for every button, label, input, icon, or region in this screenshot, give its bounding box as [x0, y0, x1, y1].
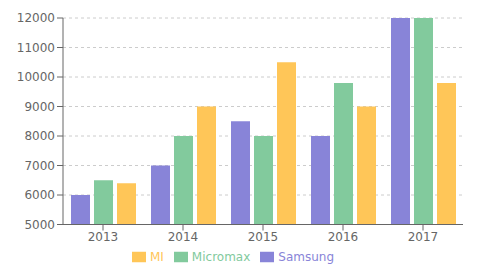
svg-text:5000: 5000	[24, 218, 55, 232]
svg-text:7000: 7000	[24, 159, 55, 173]
svg-text:12000: 12000	[17, 11, 55, 25]
svg-text:2016: 2016	[328, 230, 359, 244]
svg-text:2013: 2013	[88, 230, 119, 244]
html-text:Micromax: Micromax	[191, 249, 251, 264]
svg-text:2015: 2015	[248, 230, 279, 244]
svg-text:2017: 2017	[408, 230, 439, 244]
svg-text:10000: 10000	[17, 70, 55, 84]
svg-text:11000: 11000	[17, 41, 55, 55]
html-text:MI: MI	[149, 249, 164, 264]
html-text:Samsung: Samsung	[278, 249, 334, 264]
svg-text:8000: 8000	[24, 129, 55, 143]
svg-text:2014: 2014	[168, 230, 199, 244]
svg-text:6000: 6000	[24, 188, 55, 202]
svg-text:9000: 9000	[24, 100, 55, 114]
